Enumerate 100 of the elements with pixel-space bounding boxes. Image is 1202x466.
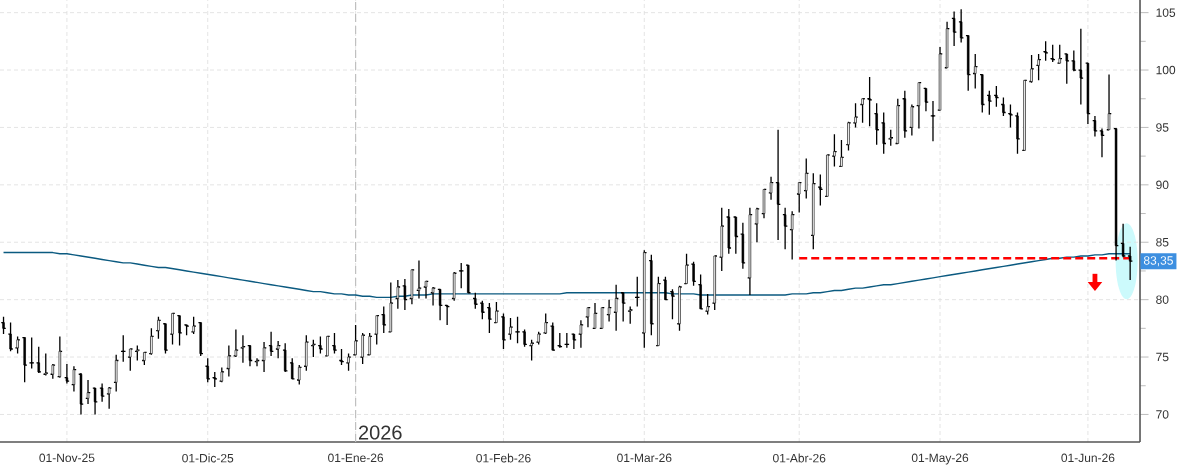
- candlestick: [783, 207, 787, 250]
- ref-line-label: 2026: [359, 425, 402, 440]
- candlestick: [910, 103, 914, 137]
- candlestick: [319, 335, 322, 355]
- candlestick: [600, 307, 604, 329]
- candlestick: [790, 210, 794, 261]
- candlestick: [699, 273, 702, 310]
- candlestick: [678, 285, 681, 332]
- candlestick: [734, 216, 738, 255]
- candlestick: [692, 261, 695, 287]
- y-tick-label: 100: [1156, 65, 1176, 75]
- candlestick: [234, 328, 238, 358]
- candlestick: [945, 21, 949, 69]
- candlestick: [1030, 54, 1033, 84]
- candlestick: [952, 10, 956, 47]
- candlestick: [438, 288, 442, 321]
- candlestick: [157, 316, 160, 340]
- candlestick: [650, 254, 653, 336]
- candlestick: [1107, 73, 1111, 131]
- candlestick: [417, 259, 421, 300]
- candlestick: [150, 327, 153, 356]
- candlestick: [614, 284, 618, 332]
- y-tick-label: 75: [1156, 352, 1169, 362]
- candlestick: [930, 100, 936, 142]
- candlestick: [1079, 28, 1083, 106]
- candlestick: [826, 154, 829, 197]
- candlestick: [572, 333, 576, 350]
- y-tick-label: 95: [1156, 123, 1169, 132]
- candlestick: [227, 344, 231, 378]
- candlestick: [305, 334, 308, 372]
- candlestick: [847, 121, 850, 152]
- candlestick: [107, 386, 111, 410]
- candlestick: [776, 129, 780, 241]
- candlestick: [403, 278, 407, 311]
- candlestick: [51, 363, 55, 380]
- candlestick: [1072, 49, 1076, 72]
- candlestick: [9, 321, 12, 352]
- x-tick-label: 01-Mar-26: [617, 453, 672, 463]
- candlestick: [276, 340, 280, 359]
- candlestick: [72, 365, 76, 393]
- candlestick: [988, 90, 991, 116]
- x-tick-label: 01-May-26: [911, 453, 969, 465]
- candlestick: [354, 324, 357, 356]
- candlestick: [1016, 111, 1019, 155]
- candlestick: [220, 366, 224, 383]
- candlestick: [248, 344, 252, 367]
- candlestick: [819, 173, 822, 207]
- candlestick: [1023, 79, 1026, 152]
- candlestick: [171, 312, 174, 346]
- candlestick: [769, 176, 773, 201]
- candlestick: [1121, 223, 1125, 258]
- candlestick: [114, 354, 118, 393]
- candlestick: [410, 269, 414, 305]
- candlestick: [854, 102, 857, 129]
- candlestick: [924, 87, 928, 113]
- candlestick: [396, 279, 400, 310]
- candlestick: [254, 357, 260, 367]
- candlestick: [333, 332, 336, 355]
- candlestick: [16, 335, 19, 355]
- candlestick: [509, 317, 512, 341]
- candlestick: [389, 281, 393, 333]
- candlestick: [523, 328, 526, 348]
- candlestick: [502, 312, 505, 350]
- x-tick-label: 01-Ene-26: [328, 453, 384, 463]
- candlestick: [727, 208, 731, 255]
- candlestick: [1093, 115, 1097, 138]
- candlestick: [917, 82, 921, 130]
- candlestick: [1128, 246, 1132, 281]
- x-tick-label: 01-Feb-26: [476, 453, 531, 463]
- y-tick-label: 105: [1156, 8, 1176, 17]
- candlestick: [86, 379, 90, 405]
- candlestick: [93, 387, 97, 416]
- candlestick: [579, 319, 583, 349]
- candlestick: [530, 339, 533, 362]
- candlestick: [621, 292, 625, 323]
- candlestick: [164, 323, 167, 355]
- candlestick: [903, 90, 907, 139]
- candlestick: [537, 331, 540, 346]
- y-tick-label: 80: [1156, 295, 1169, 304]
- candlestick: [283, 342, 287, 373]
- candlestick: [23, 336, 26, 383]
- candlestick: [326, 335, 329, 357]
- candlestick: [269, 331, 273, 357]
- candlestick: [424, 280, 428, 300]
- y-tick-label: 90: [1156, 180, 1169, 190]
- candlestick: [240, 334, 246, 364]
- candlestick: [755, 207, 759, 243]
- candlestick: [959, 8, 963, 44]
- candlestick: [58, 335, 62, 379]
- candlestick: [368, 332, 371, 356]
- candlestick: [995, 85, 998, 108]
- candlestick: [481, 300, 484, 320]
- candlestick: [361, 332, 364, 365]
- candlestick: [452, 271, 456, 302]
- candlestick: [671, 288, 674, 320]
- y-tick-label: 70: [1156, 410, 1169, 419]
- candlestick: [347, 352, 350, 372]
- y-tick-label: 85: [1156, 237, 1169, 247]
- candlestick: [2, 316, 5, 335]
- candlestick: [748, 207, 752, 296]
